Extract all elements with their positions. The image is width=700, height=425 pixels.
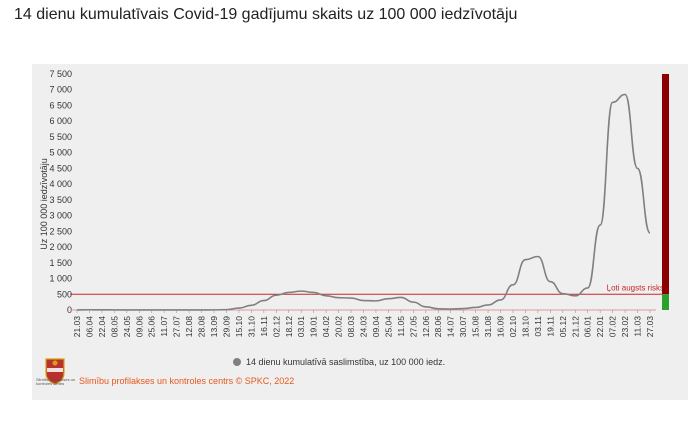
x-tick-label: 16.11 [259,316,269,337]
x-tick-label: 02.12 [271,316,281,338]
x-tick-label: 09.06 [134,316,144,338]
x-tick-label: 11.03 [633,316,643,337]
x-tick-label: 29.09 [221,316,231,338]
x-tick-label: 22.01 [595,316,605,338]
legend-label: 14 dienu kumulatīvā saslimstība, uz 100 … [246,357,445,367]
x-tick-label: 11.05 [396,316,406,337]
x-tick-label: 31.08 [483,316,493,338]
risk-bar-high [662,74,669,295]
y-tick-label: 2 000 [49,242,72,252]
threshold-label: Ļoti augsts risks [607,283,664,292]
x-tick-label: 08.05 [109,316,119,338]
coat-of-arms-sun [52,360,58,366]
x-tick-label: 15.08 [471,316,481,338]
x-tick-label: 28.08 [197,316,207,338]
x-tick-label: 03.01 [296,316,306,338]
y-tick-label: 3 500 [49,195,72,205]
x-tick-label: 04.02 [321,316,331,338]
x-tick-label: 31.10 [246,316,256,338]
y-tick-label: 0 [67,305,72,315]
x-tick-label: 27.03 [645,316,655,338]
x-tick-label: 30.07 [458,316,468,338]
series-line-group [76,93,651,311]
x-tick-label: 05.12 [558,316,568,338]
risk-bar-low [662,294,669,310]
x-tick-label: 09.04 [371,316,381,338]
x-tick-label: 27.05 [408,316,418,338]
x-tick-label: 22.04 [97,316,107,338]
x-tick-label: 16.09 [496,316,506,338]
x-tick-label: 18.10 [520,316,530,338]
x-tick-label: 25.04 [383,316,393,338]
y-tick-label: 7 000 [49,85,72,95]
x-tick-label: 14.07 [446,316,456,338]
x-tick-label: 06.01 [583,316,593,338]
x-tick-label: 23.02 [620,316,630,338]
y-axis-ticks: 0 500 1 000 1 500 2 000 2 500 3 000 3 500 4 000 4… [49,69,72,315]
y-tick-label: 5 000 [49,148,72,158]
y-tick-label: 2 500 [49,226,72,236]
x-tick-label: 20.02 [334,316,344,338]
x-tick-label: 25.06 [147,316,157,338]
x-tick-label: 27.07 [172,316,182,338]
y-tick-label: 500 [57,289,72,299]
x-tick-label: 12.08 [184,316,194,338]
x-tick-label: 08.03 [346,316,356,338]
x-tick-label: 19.11 [545,316,555,337]
line-chart: 0 500 1 000 1 500 2 000 2 500 3 000 3 500 4 000 4… [39,69,669,367]
y-tick-label: 6 000 [49,116,72,126]
chart-panel: 0 500 1 000 1 500 2 000 2 500 3 000 3 500 4 000 4… [32,64,688,400]
legend: 14 dienu kumulatīvā saslimstība, uz 100 … [233,357,445,367]
page-title: 14 dienu kumulatīvais Covid-19 gadījumu … [14,6,518,23]
x-tick-label: 15.10 [234,316,244,338]
x-tick-label: 02.10 [508,316,518,338]
series-line [76,93,651,311]
x-tick-label: 12.06 [421,316,431,338]
y-tick-label: 4 000 [49,179,72,189]
risk-scale [662,74,669,310]
x-tick-label: 06.04 [84,316,94,338]
y-tick-label: 7 500 [49,69,72,79]
x-tick-label: 03.11 [533,316,543,337]
x-tick-label: 07.02 [608,316,618,338]
x-tick-label: 28.06 [433,316,443,338]
y-tick-label: 5 500 [49,132,72,142]
x-tick-label: 13.09 [209,316,219,338]
x-tick-label: 21.12 [570,316,580,338]
coat-of-arms-band [47,368,63,372]
threshold-group: Ļoti augsts risks [70,283,664,295]
y-tick-label: 1 000 [49,274,72,284]
x-tick-label: 18.12 [284,316,294,338]
y-tick-label: 4 500 [49,163,72,173]
x-tick-label: 24.03 [359,316,369,338]
y-tick-label: 1 500 [49,258,72,268]
legend-marker [233,358,241,366]
x-tick-label: 11.07 [159,316,169,337]
source-credit: Slimību profilakses un kontroles centrs … [79,376,295,386]
y-tick-label: 3 000 [49,211,72,221]
spkc-logo [45,358,65,385]
y-axis-label: Uz 100 000 iedzīvotāju [39,158,49,250]
x-tick-label: 19.01 [309,316,319,338]
y-tick-label: 6 500 [49,100,72,110]
x-tick-label: 21.03 [72,316,82,338]
logo-caption: Slimību profilakses un kontroles centrs [36,377,76,386]
x-tick-label: 24.05 [122,316,132,338]
x-axis-ticks: 21.03 06.04 22.04 08.05 24.05 09.06 25.06 11.07… [72,310,655,337]
